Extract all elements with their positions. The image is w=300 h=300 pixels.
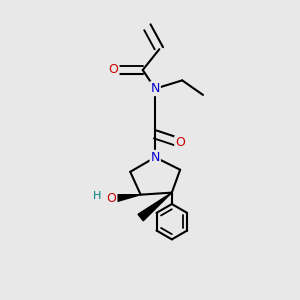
Text: N: N — [151, 82, 160, 95]
Text: O: O — [175, 136, 185, 149]
Polygon shape — [138, 193, 172, 221]
Polygon shape — [111, 195, 141, 203]
Text: O: O — [106, 192, 116, 205]
Text: N: N — [151, 151, 160, 164]
Text: O: O — [109, 64, 118, 76]
Text: H: H — [93, 191, 101, 201]
